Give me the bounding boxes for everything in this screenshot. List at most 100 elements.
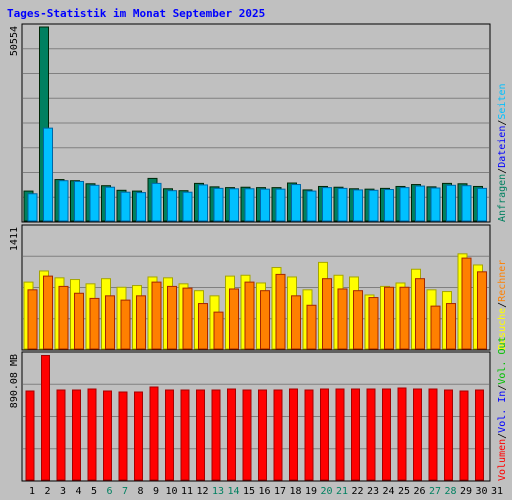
day-label: 27 [429, 486, 441, 497]
panel-bottom: 890.08 MB [9, 351, 491, 482]
day-label: 12 [196, 486, 208, 497]
bar [89, 184, 100, 222]
day-label: 4 [75, 486, 81, 497]
day-label: 23 [367, 486, 379, 497]
right-label-part: Seiten [497, 83, 508, 119]
day-label: 3 [60, 486, 66, 497]
bar [198, 184, 208, 222]
day-label: 25 [398, 486, 410, 497]
bar [366, 388, 376, 481]
chart-title: Tages-Statistik im Monat September 2025 [7, 7, 265, 20]
right-label-part: / [497, 120, 508, 126]
bar [260, 188, 270, 222]
day-label: 9 [153, 486, 159, 497]
bar [475, 389, 484, 481]
bar [399, 286, 410, 350]
x-axis-day-labels: 1 2 3 4 5 6 7 8 9 10 11 12 13 14 15 16 17 18 19 20 21 22 23 24 2… [29, 486, 503, 497]
bar [89, 297, 100, 350]
bar [167, 190, 177, 222]
day-label: 22 [351, 486, 363, 497]
day-label: 18 [289, 486, 301, 497]
bar [382, 388, 391, 481]
series-seiten [27, 127, 487, 222]
day-label: 2 [44, 486, 50, 497]
bar [477, 187, 487, 222]
chart-panels: 50554 1411 890.08 MB [9, 23, 491, 482]
day-label: 19 [305, 486, 317, 497]
bar [337, 288, 348, 350]
bar [227, 388, 236, 481]
bar [415, 278, 425, 350]
bar [182, 191, 193, 222]
bar [430, 305, 441, 350]
bar [134, 391, 143, 481]
bar [322, 187, 332, 222]
day-label: 29 [460, 486, 472, 497]
bar [213, 187, 224, 222]
bar [337, 187, 348, 222]
bar [461, 257, 472, 350]
bar [335, 388, 345, 481]
bar [229, 188, 239, 222]
bar [25, 390, 35, 481]
bar [260, 290, 270, 350]
bar [304, 389, 314, 481]
bar [167, 285, 177, 350]
bar [353, 290, 363, 350]
bar [27, 193, 38, 222]
right-axis-labels: Anfragen/Dateien/SeitenBesuche/RechnerVo… [497, 83, 508, 481]
bar [397, 387, 407, 481]
bar [415, 185, 425, 222]
y-max-label: 890.08 MB [9, 354, 20, 408]
bar [459, 390, 469, 481]
bar [58, 180, 69, 222]
right-label-part: Rechner [497, 260, 508, 302]
bar [118, 391, 128, 481]
day-label: 20 [320, 486, 332, 497]
bar [351, 388, 360, 481]
bar [444, 389, 453, 481]
bar [105, 295, 115, 350]
bar [289, 388, 298, 481]
day-label: 5 [91, 486, 97, 497]
bar [43, 127, 53, 222]
right-label-part: / [497, 385, 508, 391]
day-label: 24 [382, 486, 394, 497]
bar [291, 184, 301, 222]
day-label: 10 [165, 486, 177, 497]
right-label-part: / [497, 168, 508, 174]
bar [182, 287, 193, 350]
day-label: 17 [274, 486, 286, 497]
day-label: 15 [243, 486, 255, 497]
bar [430, 187, 441, 222]
bar [446, 184, 456, 222]
bar [149, 386, 159, 481]
bar [151, 182, 162, 222]
y-max-label: 1411 [9, 227, 20, 251]
bar [273, 389, 283, 481]
day-label: 8 [137, 486, 143, 497]
right-label-part: Besuche [497, 308, 508, 350]
day-label: 21 [336, 486, 348, 497]
bar [136, 192, 146, 222]
day-label: 14 [227, 486, 239, 497]
day-label: 6 [106, 486, 112, 497]
bar [27, 289, 38, 350]
bar [322, 278, 332, 350]
bar [306, 190, 317, 222]
bar [120, 191, 131, 222]
day-label: 31 [491, 486, 503, 497]
day-label: 26 [413, 486, 425, 497]
bar [368, 297, 379, 350]
bar [320, 388, 329, 481]
day-label: 30 [475, 486, 487, 497]
bar [368, 189, 379, 222]
bar [196, 389, 205, 481]
bar [244, 188, 255, 222]
bar [384, 189, 394, 222]
right-label-part: Volumen [497, 439, 508, 481]
bar [291, 295, 301, 350]
bar [275, 273, 286, 350]
day-label: 28 [444, 486, 456, 497]
